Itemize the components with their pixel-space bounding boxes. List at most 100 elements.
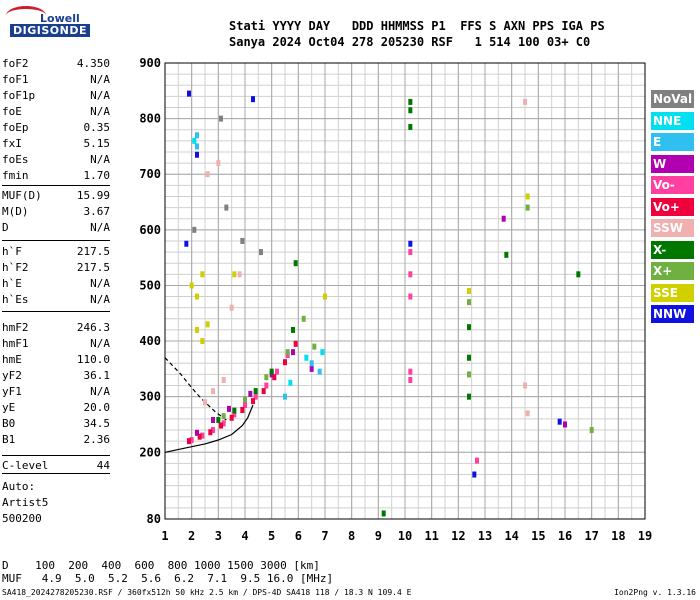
param-row: hmF2 246.3: [2, 320, 110, 336]
data-point: [224, 204, 229, 211]
data-point: [408, 107, 413, 114]
data-point: [211, 427, 215, 434]
data-point: [275, 368, 279, 375]
legend-item-nnw: NNW: [651, 305, 694, 323]
data-point: [251, 96, 255, 103]
data-point: [304, 354, 309, 361]
x-tick-label: 5: [268, 529, 275, 543]
separator: [2, 240, 110, 241]
data-point: [291, 349, 295, 356]
y-tick-label: 800: [139, 112, 161, 126]
data-point: [381, 510, 386, 517]
series-x-: [216, 98, 581, 517]
param-row: foE N/A: [2, 104, 110, 120]
data-point: [251, 398, 255, 405]
param-row: foF2 4.350: [2, 56, 110, 72]
param-name: yF1: [2, 385, 22, 398]
param-row: h`F2 217.5: [2, 260, 110, 276]
data-point: [243, 402, 247, 408]
y-tick-label: 80: [147, 512, 161, 526]
param-value: 34.5: [83, 417, 111, 430]
y-tick-label: 900: [139, 56, 161, 70]
data-point: [525, 193, 530, 200]
data-point: [205, 321, 210, 328]
data-point: [309, 360, 314, 367]
data-point: [408, 271, 413, 278]
data-point: [192, 137, 197, 144]
param-value: N/A: [90, 89, 110, 102]
data-point: [504, 251, 509, 258]
data-point: [197, 433, 202, 440]
series-vo-: [189, 249, 479, 464]
x-tick-label: 4: [241, 529, 248, 543]
param-name: foE: [2, 105, 22, 118]
param-value: 246.3: [76, 321, 110, 334]
separator: [2, 473, 110, 474]
param-name: B0: [2, 417, 16, 430]
data-point: [264, 374, 269, 381]
param-value: N/A: [90, 105, 110, 118]
param-row: hmE 110.0: [2, 352, 110, 368]
legend-item-ssw: SSW: [651, 219, 694, 237]
plot-frame: [164, 62, 646, 520]
param-name: h`F2: [2, 261, 29, 274]
data-point: [219, 422, 223, 429]
param-value: 0.35: [83, 121, 111, 134]
param-row: foF1p N/A: [2, 88, 110, 104]
chart-points: [184, 90, 594, 517]
legend-item-nne: NNE: [651, 111, 694, 130]
muf-row: MUF 4.9 5.0 5.2 5.6 6.2 7.1 9.5 16.0 [MH…: [2, 572, 334, 585]
series-nnw: [184, 90, 562, 478]
param-value: 44: [96, 459, 110, 472]
data-point: [576, 271, 581, 278]
data-point: [264, 382, 269, 389]
param-value: N/A: [90, 221, 110, 234]
param-value: 5.15: [83, 137, 111, 150]
param-row: yF1 N/A: [2, 384, 110, 400]
auto-version: 500200: [2, 512, 42, 525]
legend-item-x-: X+: [651, 262, 694, 280]
y-tick-label: 400: [139, 334, 161, 348]
data-point: [408, 376, 413, 383]
data-point: [269, 368, 274, 375]
logo-swoosh-icon: [6, 6, 46, 25]
x-tick-label: 7: [321, 529, 328, 543]
data-point: [229, 304, 234, 311]
series-nne: [192, 137, 325, 386]
param-row: M(D) 3.67: [2, 204, 110, 220]
data-point: [283, 393, 287, 400]
dashed-curve: [164, 357, 227, 421]
data-point: [189, 437, 194, 444]
x-tick-label: 6: [295, 529, 302, 543]
header-line-2: Sanya 2024 Oct04 278 205230 RSF 1 514 10…: [229, 35, 591, 49]
series-ssw: [203, 98, 530, 417]
data-point: [240, 237, 245, 244]
data-point: [563, 421, 567, 428]
param-name: h`F: [2, 245, 22, 258]
param-name: MUF(D): [2, 189, 42, 202]
param-row: h`F 217.5: [2, 244, 110, 260]
data-point: [189, 282, 194, 289]
legend-item-vo-: Vo+: [651, 197, 694, 216]
data-point: [501, 215, 506, 222]
param-name: foF1p: [2, 89, 36, 102]
chart-axes: 1 2 3 4 5 6 7 8 9 10 11 12 13 14 15 16 17 18 1980200300400…: [139, 56, 652, 543]
data-point: [253, 388, 258, 395]
data-point: [195, 429, 199, 436]
data-point: [211, 388, 215, 395]
data-point: [200, 271, 205, 278]
data-point: [221, 420, 226, 427]
y-tick-label: 700: [139, 167, 161, 181]
x-tick-label: 2: [188, 529, 195, 543]
separator: [2, 185, 110, 186]
header-line-1: Stati YYYY DAY DDD HHMMSS P1 FFS S AXN P…: [229, 19, 605, 33]
param-value: N/A: [90, 385, 110, 398]
data-point: [589, 427, 594, 434]
footer-version: Ion2Png v. 1.3.16: [614, 588, 696, 597]
series-vo-: [187, 340, 298, 445]
data-point: [259, 249, 263, 256]
solid-curve: [164, 404, 254, 453]
legend-item-sse: SSE: [651, 283, 694, 302]
legend-item-x-: X-: [651, 240, 694, 259]
param-value: 3.67: [83, 205, 111, 218]
